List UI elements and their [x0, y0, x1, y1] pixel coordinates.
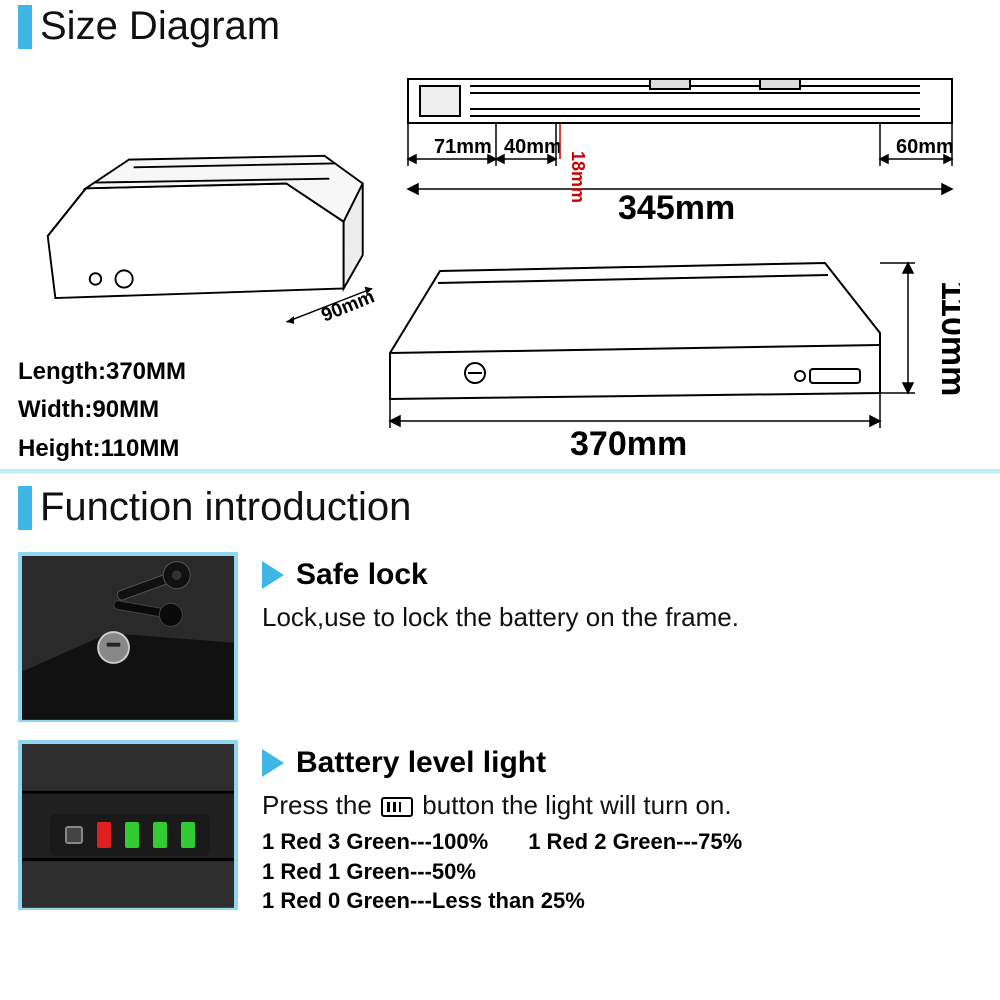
- led-strip: [50, 814, 210, 856]
- battery-iso-view: 90mm: [30, 131, 390, 341]
- level-50: 1 Red 1 Green---50%: [262, 857, 982, 887]
- topview-seg2: 40mm: [504, 136, 562, 158]
- battery-side-view: 370mm 110mm: [380, 233, 960, 463]
- size-diagram-area: 90mm Length:370MM Width:90MM Height:110M…: [0, 53, 1000, 473]
- level-75: 1 Red 2 Green---75%: [528, 827, 742, 857]
- led-indicator: [125, 822, 139, 848]
- batterylevel-desc: Press the button the light will turn on.: [262, 790, 982, 821]
- title-text: Function introduction: [40, 485, 411, 530]
- safelock-title: Safe lock: [296, 558, 428, 592]
- battery-top-view: 71mm 40mm 18mm 60mm 345mm: [400, 71, 960, 221]
- dim-height: Height:110MM: [18, 430, 186, 468]
- function-intro-title: Function introduction: [0, 481, 1000, 534]
- title-accent-bar: [18, 5, 32, 49]
- batterylevel-title: Battery level light: [296, 746, 546, 780]
- level-25: 1 Red 0 Green---Less than 25%: [262, 886, 982, 916]
- triangle-bullet-icon: [262, 749, 284, 777]
- triangle-bullet-icon: [262, 561, 284, 589]
- topview-seg3: 18mm: [568, 151, 588, 203]
- topview-seg1: 71mm: [434, 136, 492, 158]
- sideview-length: 370mm: [570, 425, 687, 463]
- level-100: 1 Red 3 Green---100%: [262, 827, 488, 857]
- dim-width: Width:90MM: [18, 391, 186, 429]
- batterylevel-thumb: [18, 740, 238, 910]
- led-indicator: [153, 822, 167, 848]
- battery-levels: 1 Red 3 Green---100% 1 Red 2 Green---75%…: [262, 827, 982, 916]
- battery-button-icon: [381, 797, 413, 817]
- topview-total: 345mm: [618, 189, 735, 221]
- safelock-thumb: [18, 552, 238, 722]
- size-diagram-title: Size Diagram: [0, 0, 1000, 53]
- led-indicator: [181, 822, 195, 848]
- function-row-safelock: Safe lock Lock,use to lock the battery o…: [0, 534, 1000, 722]
- level-button-icon: [65, 826, 83, 844]
- press-prefix: Press the: [262, 790, 372, 820]
- dim-length: Length:370MM: [18, 353, 186, 391]
- function-row-batterylevel: Battery level light Press the button the…: [0, 722, 1000, 916]
- led-indicator: [97, 822, 111, 848]
- topview-seg4: 60mm: [896, 136, 954, 158]
- press-suffix: button the light will turn on.: [422, 790, 731, 820]
- title-text: Size Diagram: [40, 4, 280, 49]
- sideview-height: 110mm: [934, 281, 960, 396]
- dimension-list: Length:370MM Width:90MM Height:110MM: [18, 353, 186, 468]
- safelock-desc: Lock,use to lock the battery on the fram…: [262, 602, 982, 633]
- title-accent-bar: [18, 486, 32, 530]
